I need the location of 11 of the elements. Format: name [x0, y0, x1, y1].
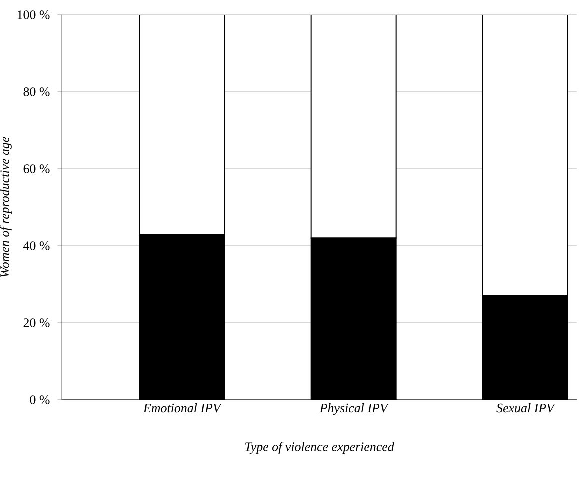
y-tick-label: 60 % — [24, 164, 50, 174]
y-tick-label: 40 % — [24, 242, 50, 250]
y-tick-label: 80 % — [24, 88, 50, 96]
x-tick-label: Sexual IPV — [496, 404, 556, 413]
y-axis-title: Women of reproductive age — [0, 137, 12, 278]
y-tick-label: 100 % — [18, 10, 50, 20]
x-tick-label: Physical IPV — [320, 404, 390, 416]
x-axis-title: Type of violence experienced — [245, 442, 394, 454]
y-tick-label: 0 % — [30, 396, 50, 404]
x-tick-label: Emotional IPV — [143, 404, 222, 413]
y-tick-label: 20 % — [24, 318, 50, 328]
